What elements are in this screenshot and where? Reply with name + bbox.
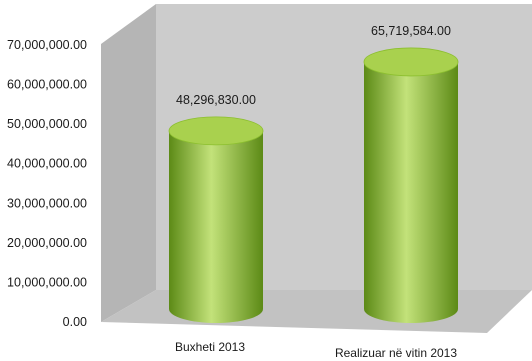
data-label: 65,719,584.00 <box>371 24 451 38</box>
category-labels: Buxheti 2013 Realizuar në vitin 2013 <box>175 340 457 360</box>
y-tick-label: 60,000,000.00 <box>7 78 87 92</box>
data-label: 48,296,830.00 <box>176 93 256 107</box>
y-tick-label: 40,000,000.00 <box>7 157 87 171</box>
bar-cylinder <box>168 116 264 323</box>
bar-top <box>168 116 264 146</box>
bars <box>168 47 459 323</box>
floor <box>101 290 532 333</box>
y-tick-label: 50,000,000.00 <box>7 117 87 131</box>
y-axis-ticks: 0.00 10,000,000.00 20,000,000.00 30,000,000… <box>7 38 87 329</box>
data-labels: 48,296,830.00 65,719,584.00 <box>176 24 451 107</box>
side-wall <box>101 4 156 322</box>
y-tick-label: 0.00 <box>63 315 87 329</box>
bar-body <box>364 61 458 323</box>
category-label: Buxheti 2013 <box>175 340 245 354</box>
chart-walls <box>101 4 532 333</box>
bar-top <box>363 47 459 77</box>
y-tick-label: 70,000,000.00 <box>7 38 87 52</box>
bar-cylinder <box>363 47 459 323</box>
category-label: Realizuar në vitin 2013 <box>335 346 457 360</box>
y-tick-label: 20,000,000.00 <box>7 236 87 250</box>
y-tick-label: 30,000,000.00 <box>7 196 87 210</box>
y-tick-label: 10,000,000.00 <box>7 275 87 289</box>
bar-body <box>169 130 263 323</box>
